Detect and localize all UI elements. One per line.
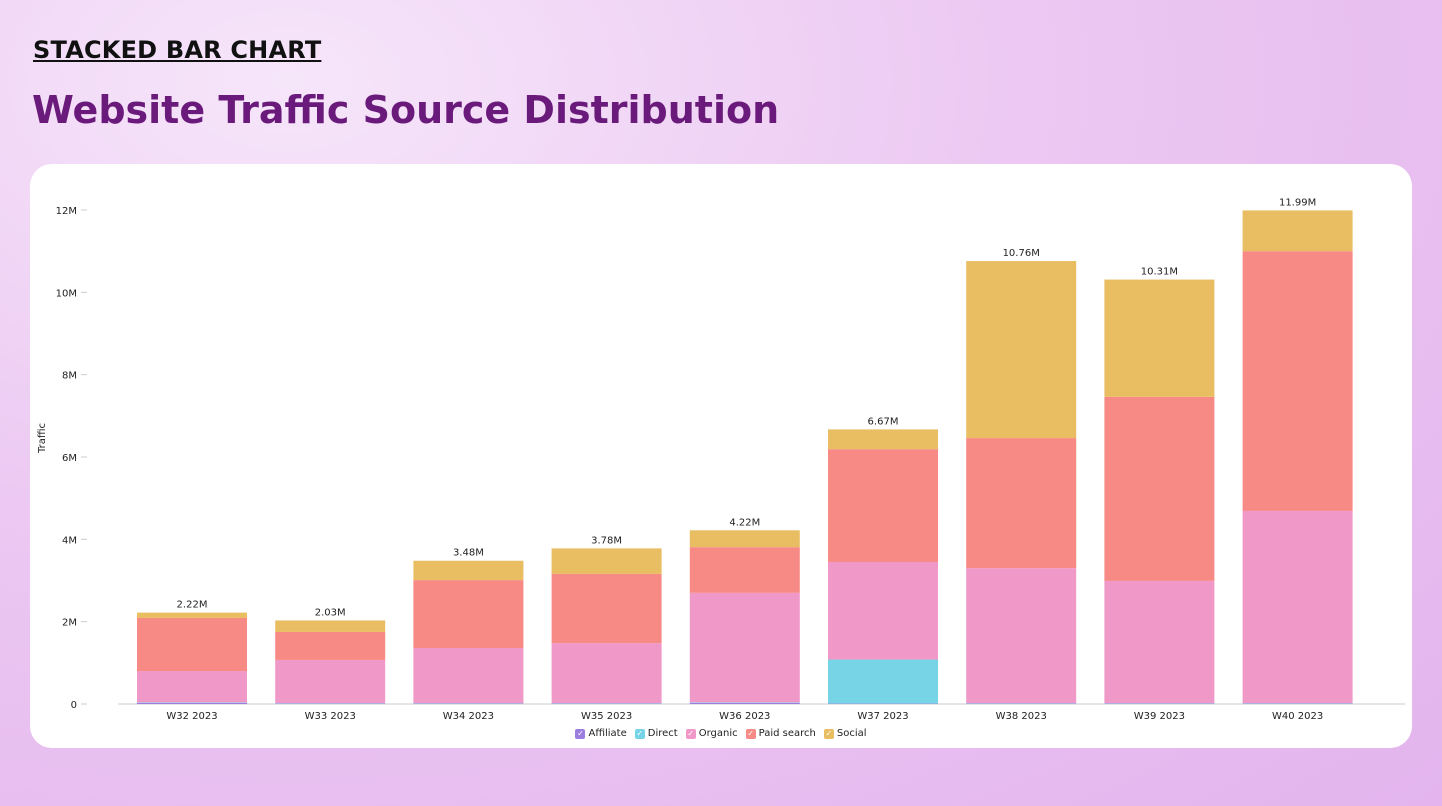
y-axis-label: Traffic <box>37 423 48 454</box>
x-tick-label: W36 2023 <box>719 711 770 722</box>
bar-segment-organic <box>137 671 247 703</box>
x-tick-label: W34 2023 <box>443 711 494 722</box>
legend-label: Direct <box>647 728 678 739</box>
bar-segment-organic <box>413 648 524 704</box>
total-label: 2.03M <box>315 607 346 618</box>
legend-label: Affiliate <box>588 728 627 739</box>
bar-segment-organic <box>551 643 662 704</box>
checkbox-icon[interactable]: ✓ <box>634 728 645 739</box>
checkbox-icon[interactable]: ✓ <box>823 728 834 739</box>
checkbox-icon[interactable]: ✓ <box>685 728 696 739</box>
legend-label: Social <box>836 728 867 739</box>
bar-segment-social <box>413 560 524 581</box>
y-tick-label: 12M <box>56 206 77 217</box>
y-tick-label: 4M <box>62 535 77 546</box>
legend: ✓ Affiliate ✓ Direct ✓ Organic ✓ Paid search ✓ So… <box>0 728 1442 739</box>
legend-item[interactable]: ✓ Social <box>823 728 867 739</box>
y-tick-label: 2M <box>62 618 77 629</box>
x-tick-label: W37 2023 <box>857 711 908 722</box>
page-title: Website Traffic Source Distribution <box>32 88 780 132</box>
legend-item[interactable]: ✓ Paid search <box>745 728 816 739</box>
bar-segment-affiliate <box>689 702 800 704</box>
total-label: 3.78M <box>591 535 622 546</box>
chart-kicker: STACKED BAR CHART <box>33 36 322 64</box>
bar-segment-paid-search <box>275 631 386 660</box>
legend-label: Organic <box>698 728 738 739</box>
bar-segment-social <box>689 530 800 548</box>
bar-segment-paid-search <box>689 547 800 593</box>
bar-segment-organic <box>1242 510 1353 704</box>
total-label: 2.22M <box>177 600 208 611</box>
bar-segment-social <box>966 261 1077 439</box>
bar-segment-social <box>828 429 938 450</box>
bar-segment-social <box>1242 210 1353 252</box>
bar-segment-paid-search <box>413 580 524 649</box>
bar-segment-organic <box>275 659 386 704</box>
bar-segment-paid-search <box>1242 251 1353 511</box>
total-label: 6.67M <box>868 416 899 427</box>
legend-label: Paid search <box>758 728 816 739</box>
bar-segment-paid-search <box>828 449 938 562</box>
bar-segment-paid-search <box>551 573 662 644</box>
bar-segment-paid-search <box>966 438 1077 569</box>
x-tick-label: W39 2023 <box>1134 711 1185 722</box>
y-tick-label: 8M <box>62 371 77 382</box>
x-tick-label: W38 2023 <box>996 711 1047 722</box>
bar-segment-direct <box>828 659 938 704</box>
total-label: 3.48M <box>453 548 484 559</box>
x-tick-label: W35 2023 <box>581 711 632 722</box>
total-label: 10.76M <box>1003 248 1040 259</box>
x-tick-label: W40 2023 <box>1272 711 1323 722</box>
x-tick-label: W33 2023 <box>305 711 356 722</box>
bar-segment-social <box>137 612 247 618</box>
bar-segment-affiliate <box>137 702 247 704</box>
bar-segment-organic <box>966 568 1077 704</box>
y-tick-label: 10M <box>56 288 77 299</box>
legend-item[interactable]: ✓ Affiliate <box>575 728 627 739</box>
bar-segment-organic <box>828 561 938 660</box>
checkbox-icon[interactable]: ✓ <box>745 728 756 739</box>
legend-item[interactable]: ✓ Direct <box>634 728 678 739</box>
bar-segment-social <box>275 620 386 632</box>
bar-segment-social <box>551 548 662 574</box>
total-label: 10.31M <box>1141 267 1178 278</box>
bar-segment-social <box>1104 279 1215 397</box>
y-tick-label: 0 <box>71 700 77 711</box>
x-tick-label: W32 2023 <box>166 711 217 722</box>
y-tick-label: 6M <box>62 453 77 464</box>
checkbox-icon[interactable]: ✓ <box>575 728 586 739</box>
bar-segment-paid-search <box>137 617 247 672</box>
legend-item[interactable]: ✓ Organic <box>685 728 738 739</box>
bar-segment-organic <box>1104 580 1215 704</box>
total-label: 4.22M <box>729 517 760 528</box>
total-label: 11.99M <box>1279 197 1316 208</box>
bar-segment-organic <box>689 592 800 703</box>
bar-segment-paid-search <box>1104 396 1215 581</box>
